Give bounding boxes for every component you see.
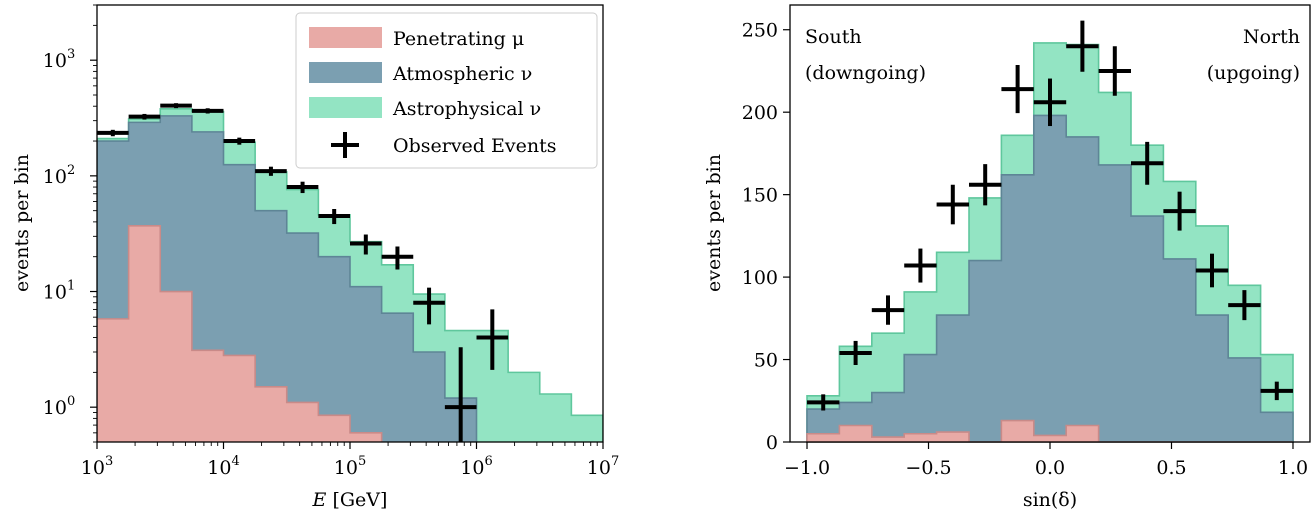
- declination-histogram-panel: −1.0 −0.5 0.0 0.5 1.0 0 50 100 150 200 250 sin(δ)…: [703, 4, 1311, 511]
- declination-observed-point: [904, 248, 937, 283]
- declination-observed-point: [936, 184, 969, 225]
- declination-observed-events: [807, 20, 1293, 411]
- energy-observed-point: [255, 166, 287, 176]
- declination-observed-point: [1260, 381, 1293, 401]
- declination-atmospheric-histogram: [806, 114, 1294, 443]
- legend-label-astrophysical: Astrophysical ν: [392, 98, 541, 120]
- declination-x-tick-label: −0.5: [905, 457, 951, 479]
- energy-x-tick-label: 103: [81, 454, 113, 479]
- legend-swatch-atmospheric: [309, 62, 382, 83]
- legend-frame: [295, 12, 598, 169]
- declination-x-tick-label: 1.0: [1278, 457, 1308, 479]
- legend-label-observed: Observed Events: [393, 135, 556, 157]
- energy-observed-point: [286, 181, 319, 194]
- energy-observed-point: [350, 234, 382, 255]
- declination-observed-point: [1131, 141, 1164, 185]
- energy-y-tick-label: 100: [43, 394, 75, 419]
- declination-observed-point: [968, 164, 1002, 206]
- energy-observed-point: [128, 113, 161, 120]
- energy-penetrating-histogram: [97, 224, 383, 442]
- legend-swatch-astrophysical: [309, 97, 382, 118]
- energy-observed-point: [413, 287, 445, 325]
- energy-observed-events: [97, 103, 509, 442]
- declination-y-tick-label: 250: [742, 20, 778, 42]
- energy-observed-point: [476, 309, 509, 370]
- declination-observed-point: [1098, 46, 1132, 96]
- energy-y-tick-label: 101: [43, 279, 75, 304]
- declination-observed-point: [1228, 290, 1261, 321]
- legend-marker-observed: [331, 132, 359, 158]
- declination-y-tick-label: 150: [742, 185, 778, 207]
- south-sublabel: (downgoing): [805, 62, 926, 84]
- energy-observed-point: [97, 129, 129, 137]
- energy-histogram-fills: [97, 107, 603, 442]
- north-sublabel: (upgoing): [1207, 62, 1300, 84]
- energy-observed-point: [381, 246, 414, 270]
- south-label: South: [805, 26, 862, 48]
- declination-x-axis-label: sin(δ): [1023, 489, 1077, 511]
- declination-x-tick-label: 0.0: [1035, 457, 1065, 479]
- energy-observed-point: [191, 108, 224, 114]
- declination-x-axis-ticks: −1.0 −0.5 0.0 0.5 1.0: [784, 442, 1308, 479]
- declination-y-tick-label: 200: [742, 102, 778, 124]
- declination-observed-point: [807, 394, 840, 411]
- energy-x-tick-label: 105: [334, 454, 366, 479]
- declination-observed-point: [1033, 78, 1067, 127]
- declination-x-tick-label: −1.0: [784, 457, 830, 479]
- declination-observed-point: [1195, 253, 1229, 288]
- energy-x-axis-ticks: 103 104 105 106 107: [81, 442, 619, 479]
- declination-y-tick-label: 0: [766, 432, 778, 454]
- declination-y-tick-label: 50: [754, 350, 778, 372]
- energy-observed-point: [160, 103, 192, 109]
- energy-x-tick-label: 104: [207, 454, 239, 479]
- declination-observed-point: [1163, 191, 1196, 231]
- energy-x-tick-label: 107: [587, 454, 619, 479]
- energy-y-axis-label: events per bin: [11, 154, 33, 292]
- energy-observed-point: [318, 208, 350, 225]
- declination-observed-point: [871, 295, 905, 325]
- energy-x-tick-label: 106: [460, 454, 492, 479]
- legend-label-atmospheric: Atmospheric ν: [392, 63, 532, 85]
- declination-y-axis-ticks: 0 50 100 150 200 250: [742, 20, 790, 454]
- energy-legend: Penetrating μ Atmospheric ν Astrophysica…: [295, 12, 598, 169]
- declination-observed-point: [1001, 65, 1034, 114]
- declination-observed-point: [839, 340, 872, 365]
- declination-x-tick-label: 0.5: [1156, 457, 1186, 479]
- declination-observed-point: [1066, 20, 1099, 72]
- legend-swatch-penetrating: [309, 27, 382, 48]
- declination-y-axis-label: events per bin: [703, 154, 725, 292]
- north-label: North: [1243, 26, 1300, 48]
- declination-histogram-fills: [806, 42, 1294, 443]
- energy-observed-point: [444, 347, 477, 442]
- energy-y-tick-label: 103: [43, 47, 75, 72]
- legend-label-penetrating: Penetrating μ: [393, 28, 524, 50]
- energy-histogram-panel: 103 104 105 106 107 100 101 102 103 E [GeV] eve…: [11, 4, 619, 511]
- energy-observed-point: [223, 137, 256, 145]
- energy-y-tick-label: 102: [43, 163, 75, 188]
- energy-y-axis-ticks: 100 101 102 103: [43, 4, 97, 443]
- declination-y-tick-label: 100: [742, 267, 778, 289]
- energy-x-axis-label: E [GeV]: [312, 489, 388, 511]
